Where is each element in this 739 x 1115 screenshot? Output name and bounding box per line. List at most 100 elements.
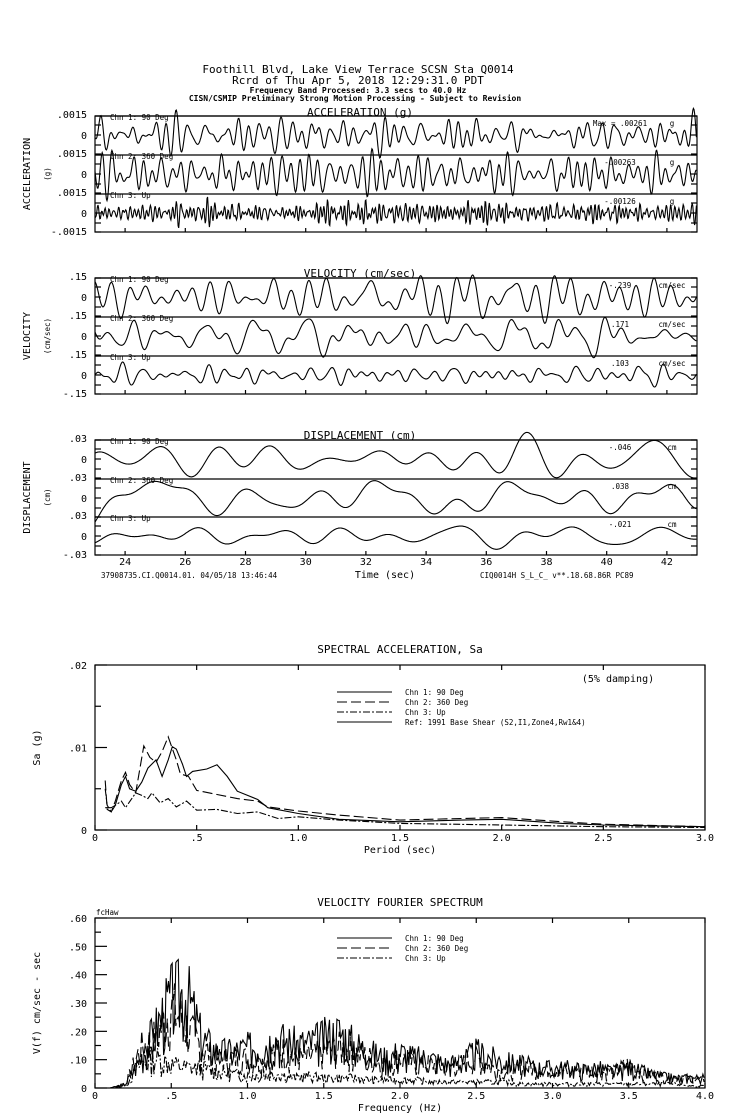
y-axis-label: Sa (g) [32,729,43,765]
peak-value: -.239 [609,281,632,290]
peak-unit: cm [667,482,677,491]
channel-label: Chn 2: 360 Deg [110,314,173,323]
channel-label: Chn 1: 90 Deg [110,437,169,446]
y-tick-label: 0 [81,494,87,505]
x-tick-label: 4.0 [696,1091,714,1102]
y-tick-label: .03 [69,473,87,484]
y-tick-label: .01 [69,744,87,755]
series-line-1 [105,745,706,828]
y-tick-label: .0015 [57,110,87,121]
x-tick-label: 3.0 [696,833,714,844]
peak-value: -.046 [609,443,632,452]
x-axis-label: Period (sec) [364,845,436,856]
time-tick-label: 40 [601,557,613,568]
panel-velocity: VELOCITY (cm/sec) VELOCITY (cm/sec) .15 0 Chn… [22,267,698,400]
channel-label: Chn 1: 90 Deg [110,113,169,122]
trace-2 [94,316,697,359]
trace-1 [94,274,697,325]
peak-unit: cm [667,443,677,452]
legend-entry: Ref: 1991 Base Shear (S2,I1,Zone4,Rw1&4) [405,718,586,727]
x-tick-label: 1.5 [391,833,409,844]
peak-value: -.00126 [604,197,636,206]
panel-title: DISPLACEMENT (cm) [304,429,417,442]
y-tick-label: -.03 [63,550,87,561]
y-tick-label: 0 [81,131,87,142]
channel-label: Chn 2: 360 Deg [110,476,173,485]
time-tick-label: 32 [360,557,372,568]
y-tick-label: .15 [69,272,87,283]
time-axis-label: Time (sec) [355,570,415,581]
legend-entry: Chn 2: 360 Deg [405,698,468,707]
time-tick-label: 34 [420,557,432,568]
y-tick-label: -.15 [63,389,87,400]
header: Foothill Blvd, Lake View Terrace SCSN St… [189,63,522,103]
y-tick-label: 0 [81,532,87,543]
y-tick-label: 0 [81,209,87,220]
header-station: Foothill Blvd, Lake View Terrace SCSN St… [202,63,514,76]
header-processing-note: CISN/CSMIP Preliminary Strong Motion Pro… [189,93,522,103]
panel-ylabel: DISPLACEMENT [22,461,33,533]
peak-unit: g [670,158,675,167]
y-tick-label: 0 [81,826,87,837]
panel-ylabel: VELOCITY [22,312,33,360]
channel-label: Chn 3: Up [110,514,151,523]
y-tick-label: .60 [69,914,87,925]
y-tick-label: 0 [81,170,87,181]
corner-label: fcHaw [96,908,119,917]
time-tick-label: 26 [179,557,191,568]
y-tick-label: .0015 [57,188,87,199]
y-tick-label: -.0015 [51,227,87,238]
legend-entry: Chn 1: 90 Deg [405,934,464,943]
trace-2 [94,480,697,523]
panel-yunit: (cm/sec) [43,318,52,354]
time-tick-label: 24 [119,557,131,568]
peak-unit: cm/sec [658,320,685,329]
legend-entry: Chn 1: 90 Deg [405,688,464,697]
y-tick-label: .02 [69,661,87,672]
trace-3 [94,525,697,550]
channel-label: Chn 1: 90 Deg [110,275,169,284]
y-tick-label: 0 [81,1084,87,1095]
y-tick-label: 0 [81,371,87,382]
header-band: Frequency Band Processed: 3.3 secs to 40… [250,86,467,95]
y-tick-label: .15 [69,311,87,322]
x-tick-label: 1.5 [315,1091,333,1102]
peak-value: -.021 [609,520,632,529]
x-tick-label: 2.5 [467,1091,485,1102]
panel-displacement: DISPLACEMENT (cm) DISPLACEMENT (cm) .03 0 Chn… [22,429,698,581]
peak-unit: cm [667,520,677,529]
legend-entry: Chn 3: Up [405,954,446,963]
y-tick-label: .50 [69,942,87,953]
peak-value: Max = .00261 [593,119,647,128]
spectral-acceleration-chart: SPECTRAL ACCELERATION, Sa 0 .5 1.0 1.5 2.0 2.5… [32,643,714,856]
y-tick-label: .30 [69,999,87,1010]
x-tick-label: .5 [191,833,203,844]
peak-unit: g [670,197,675,206]
panel-title: VELOCITY (cm/sec) [304,267,417,280]
time-history-panels: ACCELERATION (g) ACCELERATION (g) .0015 0 Chn… [22,106,698,581]
panel-frame [94,439,698,556]
trace-1 [94,107,697,159]
header-record-time: Rcrd of Thu Apr 5, 2018 12:29:31.0 PDT [232,74,484,87]
trace-2 [94,147,697,203]
y-tick-label: 0 [81,332,87,343]
series-line-3 [104,788,706,829]
trace-3 [94,361,697,388]
footer-station-code: CIQ0014H S_L_C_ v**.18.68.86R PC89 [480,571,634,580]
y-tick-label: .0015 [57,149,87,160]
panel-ylabel: ACCELERATION [22,138,33,210]
channel-label: Chn 3: Up [110,353,151,362]
channel-label: Chn 3: Up [110,191,151,200]
panel-frame [94,277,698,395]
series-line-2 [102,983,705,1089]
peak-value: .038 [611,482,630,491]
y-axis-label: V(f) cm/sec - sec [32,952,43,1054]
trace-1 [94,431,697,479]
x-tick-label: 1.0 [289,833,307,844]
panel-yunit: (cm) [43,488,52,506]
y-tick-label: .15 [69,350,87,361]
time-tick-label: 36 [480,557,492,568]
x-tick-label: 3.0 [543,1091,561,1102]
time-tick-label: 42 [661,557,673,568]
